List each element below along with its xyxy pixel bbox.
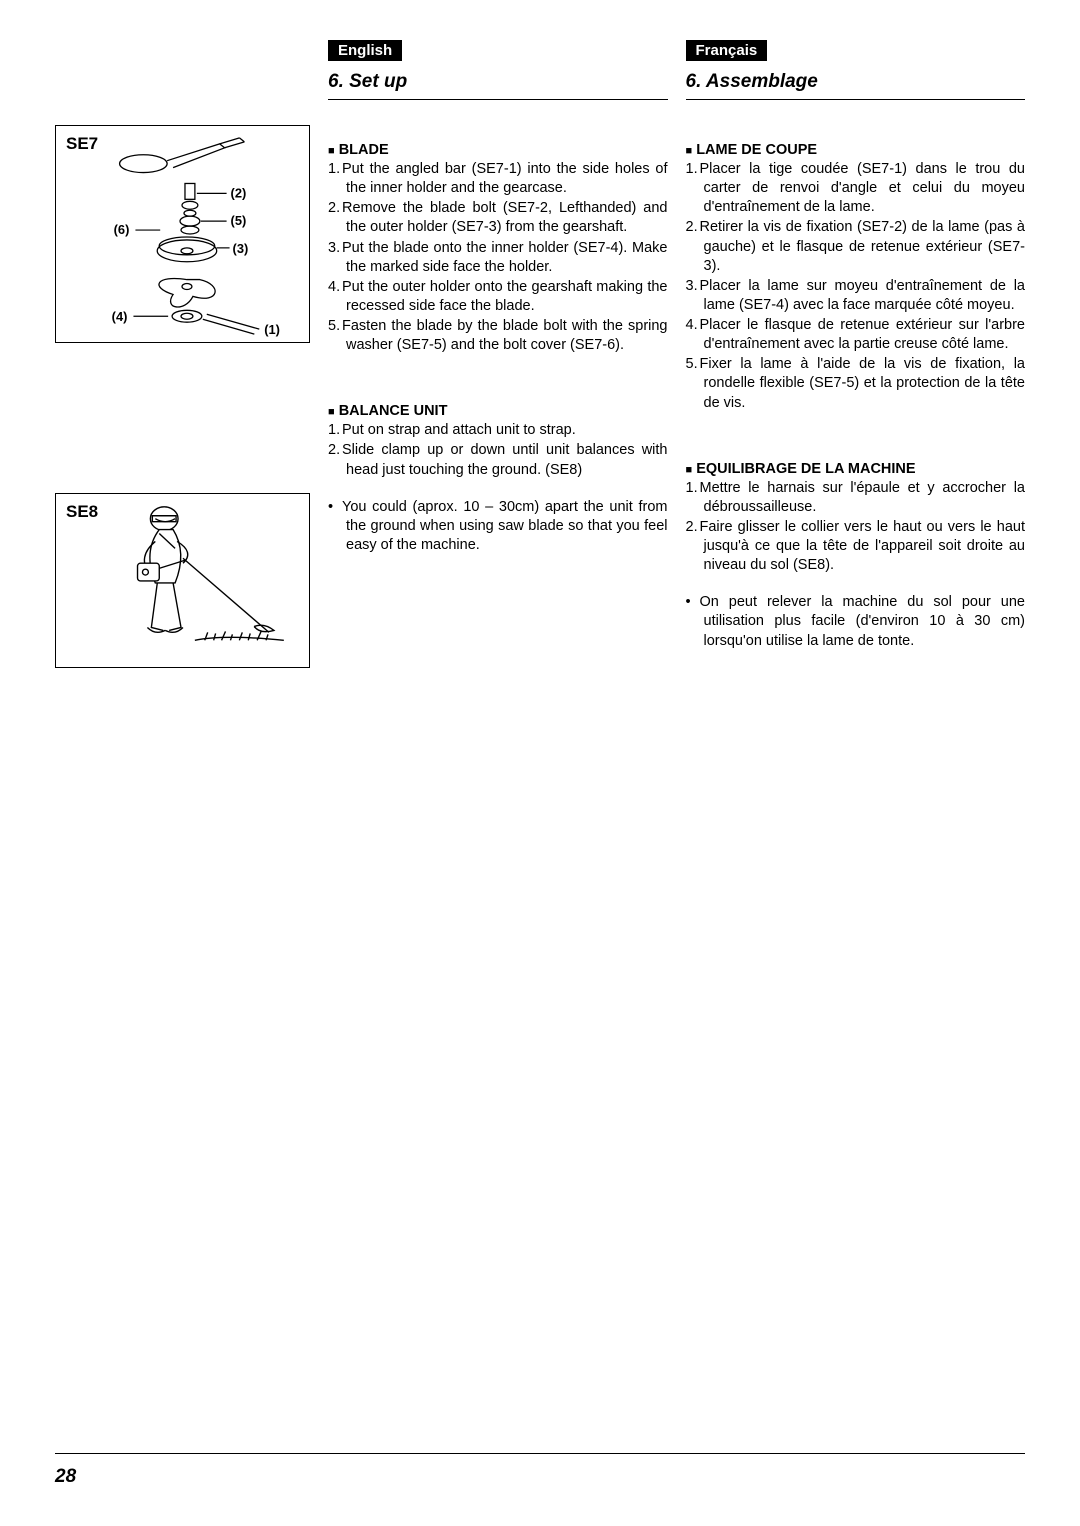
bullet-item: On peut relever la machine du sol pour u… (686, 593, 1026, 650)
english-balance-head: ■ BALANCE UNIT (328, 403, 668, 419)
list-item: 1.Mettre le harnais sur l'épaule et y ac… (686, 479, 1026, 517)
bullet-item: You could (aprox. 10 – 30cm) apart the u… (328, 498, 668, 555)
se7-diagram: (2) (5) (6) (3) (4) (1) (56, 126, 309, 342)
callout-1: (1) (264, 322, 280, 337)
english-lang-tag: English (328, 40, 402, 61)
list-item: 2.Faire glisser le collier vers le haut … (686, 518, 1026, 575)
francais-lame-list: 1.Placer la tige coudée (SE7-1) dans le … (686, 160, 1026, 413)
callout-4: (4) (112, 309, 128, 324)
francais-equil-bullets: On peut relever la machine du sol pour u… (686, 593, 1026, 650)
english-balance-list: 1.Put on strap and attach unit to strap.… (328, 421, 668, 479)
list-item: 3.Put the blade onto the inner holder (S… (328, 239, 668, 277)
figure-se7: SE7 (55, 125, 310, 343)
item-text: Placer la tige coudée (SE7-1) dans le tr… (700, 161, 1026, 215)
figure-se8: SE8 (55, 493, 310, 668)
callout-6: (6) (114, 222, 130, 237)
francais-equil-list: 1.Mettre le harnais sur l'épaule et y ac… (686, 479, 1026, 576)
item-text: Placer le flasque de retenue extérieur s… (700, 317, 1026, 352)
list-item: 2.Remove the blade bolt (SE7-2, Lefthand… (328, 199, 668, 237)
francais-lang-tag: Français (686, 40, 768, 61)
english-blade-head-text: BLADE (339, 142, 389, 158)
english-column: English 6. Set up ■ BLADE 1.Put the angl… (328, 40, 668, 686)
item-text: Remove the blade bolt (SE7-2, Lefthanded… (342, 200, 668, 235)
english-chapter-title: 6. Set up (328, 71, 668, 100)
list-item: 4.Put the outer holder onto the gearshaf… (328, 278, 668, 316)
list-item: 2.Slide clamp up or down until unit bala… (328, 441, 668, 479)
item-text: Put the blade onto the inner holder (SE7… (342, 240, 668, 275)
item-text: Fasten the blade by the blade bolt with … (342, 318, 668, 353)
callout-3: (3) (233, 241, 249, 256)
list-item: 5.Fixer la lame à l'aide de la vis de fi… (686, 355, 1026, 412)
francais-equil-head: ■ EQUILIBRAGE DE LA MACHINE (686, 461, 1026, 477)
figure-se7-label: SE7 (66, 134, 98, 154)
english-balance-bullets: You could (aprox. 10 – 30cm) apart the u… (328, 498, 668, 555)
english-blade-head: ■ BLADE (328, 142, 668, 158)
item-text: Mettre le harnais sur l'épaule et y accr… (700, 480, 1026, 515)
english-balance-head-text: BALANCE UNIT (339, 403, 448, 419)
francais-lame-head: ■ LAME DE COUPE (686, 142, 1026, 158)
francais-column: Français 6. Assemblage ■ LAME DE COUPE 1… (686, 40, 1026, 686)
francais-lame-head-text: LAME DE COUPE (696, 142, 817, 158)
item-text: Put the angled bar (SE7-1) into the side… (342, 161, 668, 196)
figure-se8-label: SE8 (66, 502, 98, 522)
list-item: 3.Placer la lame sur moyeu d'entraînemen… (686, 277, 1026, 315)
footer-rule (55, 1453, 1025, 1454)
bullet-text: On peut relever la machine du sol pour u… (700, 594, 1026, 648)
callout-5: (5) (231, 213, 247, 228)
list-item: 4.Placer le flasque de retenue extérieur… (686, 316, 1026, 354)
list-item: 1.Put on strap and attach unit to strap. (328, 421, 668, 440)
callout-2: (2) (231, 185, 247, 200)
list-item: 1.Put the angled bar (SE7-1) into the si… (328, 160, 668, 198)
item-text: Faire glisser le collier vers le haut ou… (700, 519, 1026, 573)
bullet-text: You could (aprox. 10 – 30cm) apart the u… (342, 499, 668, 553)
item-text: Retirer la vis de fixation (SE7-2) de la… (700, 219, 1026, 273)
francais-chapter-title: 6. Assemblage (686, 71, 1026, 100)
list-item: 2.Retirer la vis de fixation (SE7-2) de … (686, 218, 1026, 275)
item-text: Fixer la lame à l'aide de la vis de fixa… (700, 356, 1026, 410)
item-text: Put on strap and attach unit to strap. (342, 422, 576, 438)
item-text: Slide clamp up or down until unit balanc… (342, 442, 668, 477)
page-number: 28 (55, 1466, 76, 1488)
figures-column: SE7 (55, 40, 310, 686)
list-item: 1.Placer la tige coudée (SE7-1) dans le … (686, 160, 1026, 217)
list-item: 5.Fasten the blade by the blade bolt wit… (328, 317, 668, 355)
item-text: Put the outer holder onto the gearshaft … (342, 279, 668, 314)
item-text: Placer la lame sur moyeu d'entraînement … (700, 278, 1026, 313)
francais-equil-head-text: EQUILIBRAGE DE LA MACHINE (696, 461, 915, 477)
english-blade-list: 1.Put the angled bar (SE7-1) into the si… (328, 160, 668, 355)
